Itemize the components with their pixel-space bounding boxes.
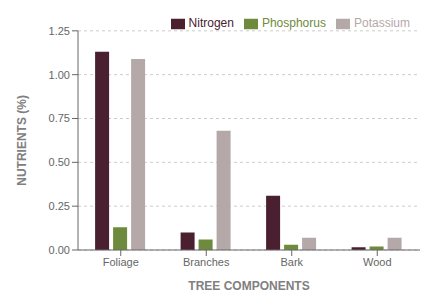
svg-text:0.50: 0.50 [49,156,70,168]
svg-text:0.00: 0.00 [49,244,70,256]
svg-text:Bark: Bark [280,256,303,268]
svg-text:1.00: 1.00 [49,69,70,81]
svg-text:Branches: Branches [183,256,230,268]
svg-text:NUTRIENTS (%): NUTRIENTS (%) [15,95,29,186]
svg-text:Wood: Wood [363,256,392,268]
html-text:Potassium: Potassium [354,16,410,30]
svg-text:0.25: 0.25 [49,200,70,212]
html-text:Nitrogen: Nitrogen [188,16,234,30]
svg-text:1.25: 1.25 [49,25,70,37]
svg-text:TREE COMPONENTS: TREE COMPONENTS [188,279,309,293]
svg-text:Foliage: Foliage [103,256,139,268]
svg-text:0.75: 0.75 [49,112,70,124]
html-text:Phosphorus: Phosphorus [261,16,326,30]
